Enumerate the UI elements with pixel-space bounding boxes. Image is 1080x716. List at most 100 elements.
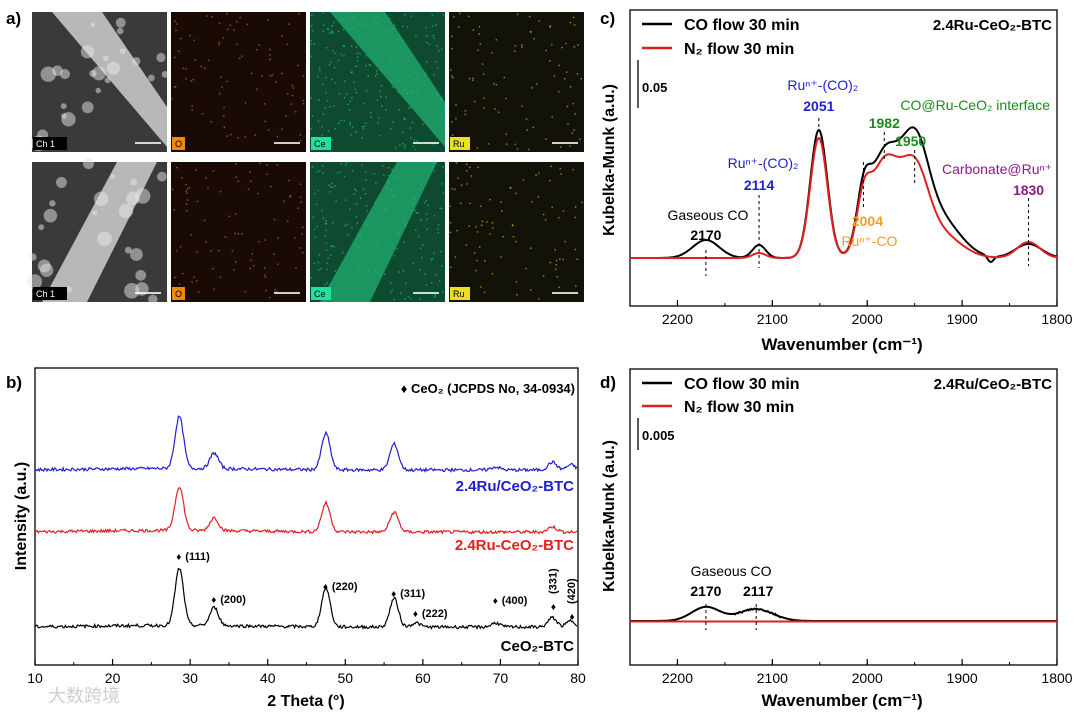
element-signal-dot bbox=[538, 298, 540, 300]
element-signal-dot bbox=[331, 186, 334, 188]
peak-diamond: ♦ bbox=[413, 609, 418, 620]
legend-co-d: CO flow 30 min bbox=[684, 376, 800, 393]
element-signal-dot bbox=[318, 99, 320, 101]
element-signal-dot bbox=[251, 253, 254, 255]
element-signal-dot bbox=[354, 188, 356, 190]
channel-tag: Ce bbox=[314, 139, 326, 149]
element-signal-dot bbox=[565, 71, 568, 73]
panel-b-label: b) bbox=[6, 373, 22, 392]
element-signal-dot bbox=[522, 179, 525, 181]
element-signal-dot bbox=[465, 163, 468, 165]
element-signal-dot bbox=[329, 191, 331, 193]
peak-name: Gaseous CO bbox=[667, 207, 748, 223]
element-signal-dot bbox=[220, 76, 222, 78]
element-signal-dot bbox=[253, 265, 255, 267]
channel-tag: O bbox=[175, 139, 182, 149]
element-signal-dot bbox=[532, 126, 535, 129]
x-axis-label-b: 2 Theta (°) bbox=[267, 693, 345, 710]
eds-tile-ce: Ce bbox=[310, 162, 445, 302]
element-signal-dot bbox=[313, 43, 315, 45]
element-signal-dot bbox=[410, 297, 412, 300]
element-signal-dot bbox=[423, 201, 426, 204]
element-signal-dot bbox=[269, 185, 272, 188]
eds-tile-sem: Ch 1 bbox=[27, 158, 167, 305]
channel-tag: Ce bbox=[314, 289, 326, 299]
element-signal-dot bbox=[489, 198, 491, 201]
element-signal-dot bbox=[329, 32, 331, 34]
element-signal-dot bbox=[479, 286, 482, 288]
element-signal-dot bbox=[399, 144, 401, 147]
element-signal-dot bbox=[250, 72, 253, 75]
panel-d-label: d) bbox=[600, 373, 616, 392]
element-signal-dot bbox=[185, 183, 187, 186]
element-signal-dot bbox=[460, 202, 462, 205]
element-signal-dot bbox=[184, 67, 187, 70]
element-signal-dot bbox=[374, 75, 377, 77]
element-signal-dot bbox=[492, 227, 494, 229]
element-signal-dot bbox=[326, 262, 328, 264]
element-signal-dot bbox=[334, 270, 336, 273]
element-signal-dot bbox=[313, 228, 316, 231]
particle-cluster bbox=[52, 65, 63, 76]
element-signal-dot bbox=[334, 52, 336, 55]
element-signal-dot bbox=[235, 20, 238, 23]
element-signal-dot bbox=[569, 86, 572, 88]
element-signal-dot bbox=[238, 57, 241, 60]
particle-cluster bbox=[80, 45, 95, 59]
element-signal-dot bbox=[297, 64, 299, 67]
element-signal-dot bbox=[472, 77, 474, 80]
element-signal-dot bbox=[380, 96, 382, 98]
element-signal-dot bbox=[394, 146, 397, 149]
element-signal-dot bbox=[477, 49, 479, 52]
element-signal-dot bbox=[452, 76, 454, 79]
element-signal-dot bbox=[480, 224, 483, 227]
element-signal-dot bbox=[325, 229, 327, 232]
legend-co-c: CO flow 30 min bbox=[684, 17, 800, 34]
scale-bar bbox=[274, 142, 300, 144]
element-signal-dot bbox=[291, 84, 294, 87]
element-signal-dot bbox=[363, 102, 366, 105]
element-signal-dot bbox=[489, 233, 491, 235]
particle-cluster bbox=[29, 253, 37, 261]
element-signal-dot bbox=[545, 49, 547, 52]
channel-tag-bg bbox=[33, 137, 67, 150]
peak-name: Ruⁿ⁺-(CO)₂ bbox=[728, 155, 799, 171]
element-signal-dot bbox=[195, 169, 197, 171]
element-signal-dot bbox=[259, 162, 261, 164]
element-signal-dot bbox=[420, 219, 422, 221]
element-signal-dot bbox=[573, 24, 576, 26]
element-signal-dot bbox=[549, 25, 552, 27]
element-signal-dot bbox=[397, 91, 400, 93]
element-signal-dot bbox=[244, 290, 247, 293]
element-signal-dot bbox=[442, 166, 444, 168]
element-signal-dot bbox=[263, 103, 266, 105]
element-signal-dot bbox=[331, 245, 333, 247]
panel-b: b) 2.4Ru/CeO₂-BTC2.4Ru-CeO₂-BTCCeO₂-BTC … bbox=[6, 367, 586, 710]
element-signal-dot bbox=[319, 69, 321, 72]
element-signal-dot bbox=[569, 145, 571, 147]
element-signal-dot bbox=[402, 142, 404, 145]
element-signal-dot bbox=[565, 42, 567, 45]
element-signal-dot bbox=[366, 209, 368, 212]
element-signal-dot bbox=[427, 204, 429, 207]
element-signal-dot bbox=[365, 179, 368, 181]
element-signal-dot bbox=[337, 30, 340, 32]
element-signal-dot bbox=[466, 170, 468, 172]
particle-cluster bbox=[130, 178, 138, 186]
element-signal-dot bbox=[264, 267, 266, 270]
element-signal-dot bbox=[289, 196, 291, 198]
element-signal-dot bbox=[385, 96, 387, 98]
element-signal-dot bbox=[351, 126, 354, 128]
element-signal-dot bbox=[560, 173, 562, 175]
element-signal-dot bbox=[454, 256, 457, 258]
element-signal-dot bbox=[550, 165, 553, 168]
element-signal-dot bbox=[572, 102, 574, 105]
element-signal-dot bbox=[556, 259, 558, 262]
element-signal-dot bbox=[310, 55, 312, 58]
element-signal-dot bbox=[233, 268, 235, 271]
element-signal-dot bbox=[191, 281, 193, 283]
element-signal-dot bbox=[224, 236, 227, 238]
element-signal-dot bbox=[227, 28, 229, 31]
element-signal-dot bbox=[331, 25, 333, 27]
